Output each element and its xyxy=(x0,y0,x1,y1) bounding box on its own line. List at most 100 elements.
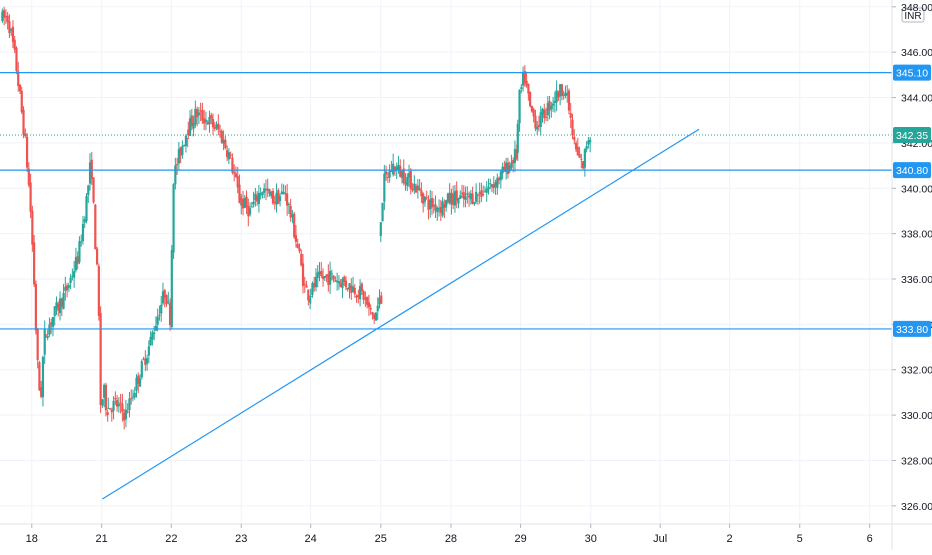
candle-body xyxy=(1,11,4,21)
candle-body xyxy=(147,346,150,356)
candle-body xyxy=(505,162,508,173)
candle-body xyxy=(475,191,478,202)
candle-body xyxy=(11,26,15,43)
candle-body xyxy=(62,293,65,309)
candle-body xyxy=(476,194,479,196)
trendline[interactable] xyxy=(102,128,700,500)
candle-body xyxy=(534,115,537,129)
candle-body xyxy=(188,118,192,136)
candle-body xyxy=(574,142,578,150)
x-tick-label: 5 xyxy=(797,533,803,545)
currency-badge-box xyxy=(901,7,925,23)
candle-body xyxy=(399,165,402,177)
candle-body xyxy=(381,202,384,222)
candle-body xyxy=(92,177,95,203)
candle-body xyxy=(492,184,495,188)
candle-body xyxy=(555,90,558,103)
candle-body xyxy=(566,92,569,96)
candle-body xyxy=(383,173,386,202)
candle-body xyxy=(44,334,47,336)
candle-body xyxy=(270,191,273,197)
candle-body xyxy=(55,302,58,309)
candle-body xyxy=(510,162,513,168)
candle-body xyxy=(537,125,541,127)
candle-body xyxy=(46,336,49,338)
candle-body xyxy=(404,182,407,185)
candle-body xyxy=(22,109,25,135)
candle-body xyxy=(165,295,168,305)
candle-body xyxy=(406,176,409,186)
candle-body xyxy=(271,190,275,204)
candle-body xyxy=(183,145,186,147)
candle-body xyxy=(550,105,553,110)
candle-body xyxy=(562,94,565,96)
y-tick-label: 328.00 xyxy=(901,455,932,467)
candle-body xyxy=(291,214,294,218)
candle-body xyxy=(525,80,528,86)
candle-body xyxy=(309,295,312,297)
candle-body xyxy=(527,84,530,94)
candle-body xyxy=(144,358,147,365)
candle-body xyxy=(226,150,229,158)
candle-body xyxy=(170,250,173,328)
candle-body xyxy=(140,361,143,378)
candle-body xyxy=(229,154,232,156)
candle-body xyxy=(18,84,22,92)
candle-body xyxy=(413,183,416,191)
candle-body xyxy=(450,192,453,205)
candle-body xyxy=(203,118,206,124)
candle-body xyxy=(516,123,519,153)
candle-body xyxy=(211,118,215,128)
candle-body xyxy=(217,123,220,130)
candle-body xyxy=(313,282,316,288)
y-tick-label: 348.00 xyxy=(901,2,932,14)
candle-body xyxy=(218,130,222,132)
candle-body xyxy=(174,165,177,185)
candle-body xyxy=(277,190,280,204)
candle-body xyxy=(532,109,535,117)
candle-body xyxy=(559,84,562,97)
y-tick-label: 340.00 xyxy=(901,183,932,195)
candle-body xyxy=(151,332,154,340)
candle-body xyxy=(184,135,188,146)
candle-body xyxy=(199,110,202,112)
price-line-tag xyxy=(893,162,931,179)
candle-body xyxy=(325,274,328,277)
candle-body xyxy=(452,194,455,205)
candle-body xyxy=(506,162,509,175)
candle-body xyxy=(220,130,223,143)
y-tick-label: 344.00 xyxy=(901,93,932,105)
candle-body xyxy=(434,204,437,211)
candle-body xyxy=(513,149,517,163)
candle-body xyxy=(587,140,590,145)
candle-body xyxy=(256,195,259,202)
candle-body xyxy=(88,162,92,184)
candle-body xyxy=(355,295,358,298)
candle-body xyxy=(581,161,585,169)
candle-body xyxy=(366,296,369,305)
candle-body xyxy=(490,184,494,188)
candle-body xyxy=(36,328,39,360)
candle-body xyxy=(117,403,120,407)
candle-body xyxy=(357,294,360,297)
candle-body xyxy=(252,201,255,205)
candle-body xyxy=(460,192,464,194)
candle-body xyxy=(294,235,298,242)
currency-badge: INR xyxy=(901,7,925,23)
candle-body xyxy=(103,384,106,398)
candle-body xyxy=(390,169,393,172)
candle-body xyxy=(467,195,471,198)
candle-body xyxy=(353,287,356,295)
candle-body xyxy=(58,298,62,314)
candle-body xyxy=(278,196,282,201)
candle-body xyxy=(411,189,414,191)
candle-body xyxy=(40,387,43,397)
candle-body xyxy=(469,193,472,200)
label-layer: 345.10 340.80 333.80 342.35 xyxy=(893,64,931,337)
candle-body xyxy=(99,313,102,406)
candle-body xyxy=(388,170,391,178)
candle-body xyxy=(31,210,34,245)
candle-body xyxy=(400,171,404,178)
